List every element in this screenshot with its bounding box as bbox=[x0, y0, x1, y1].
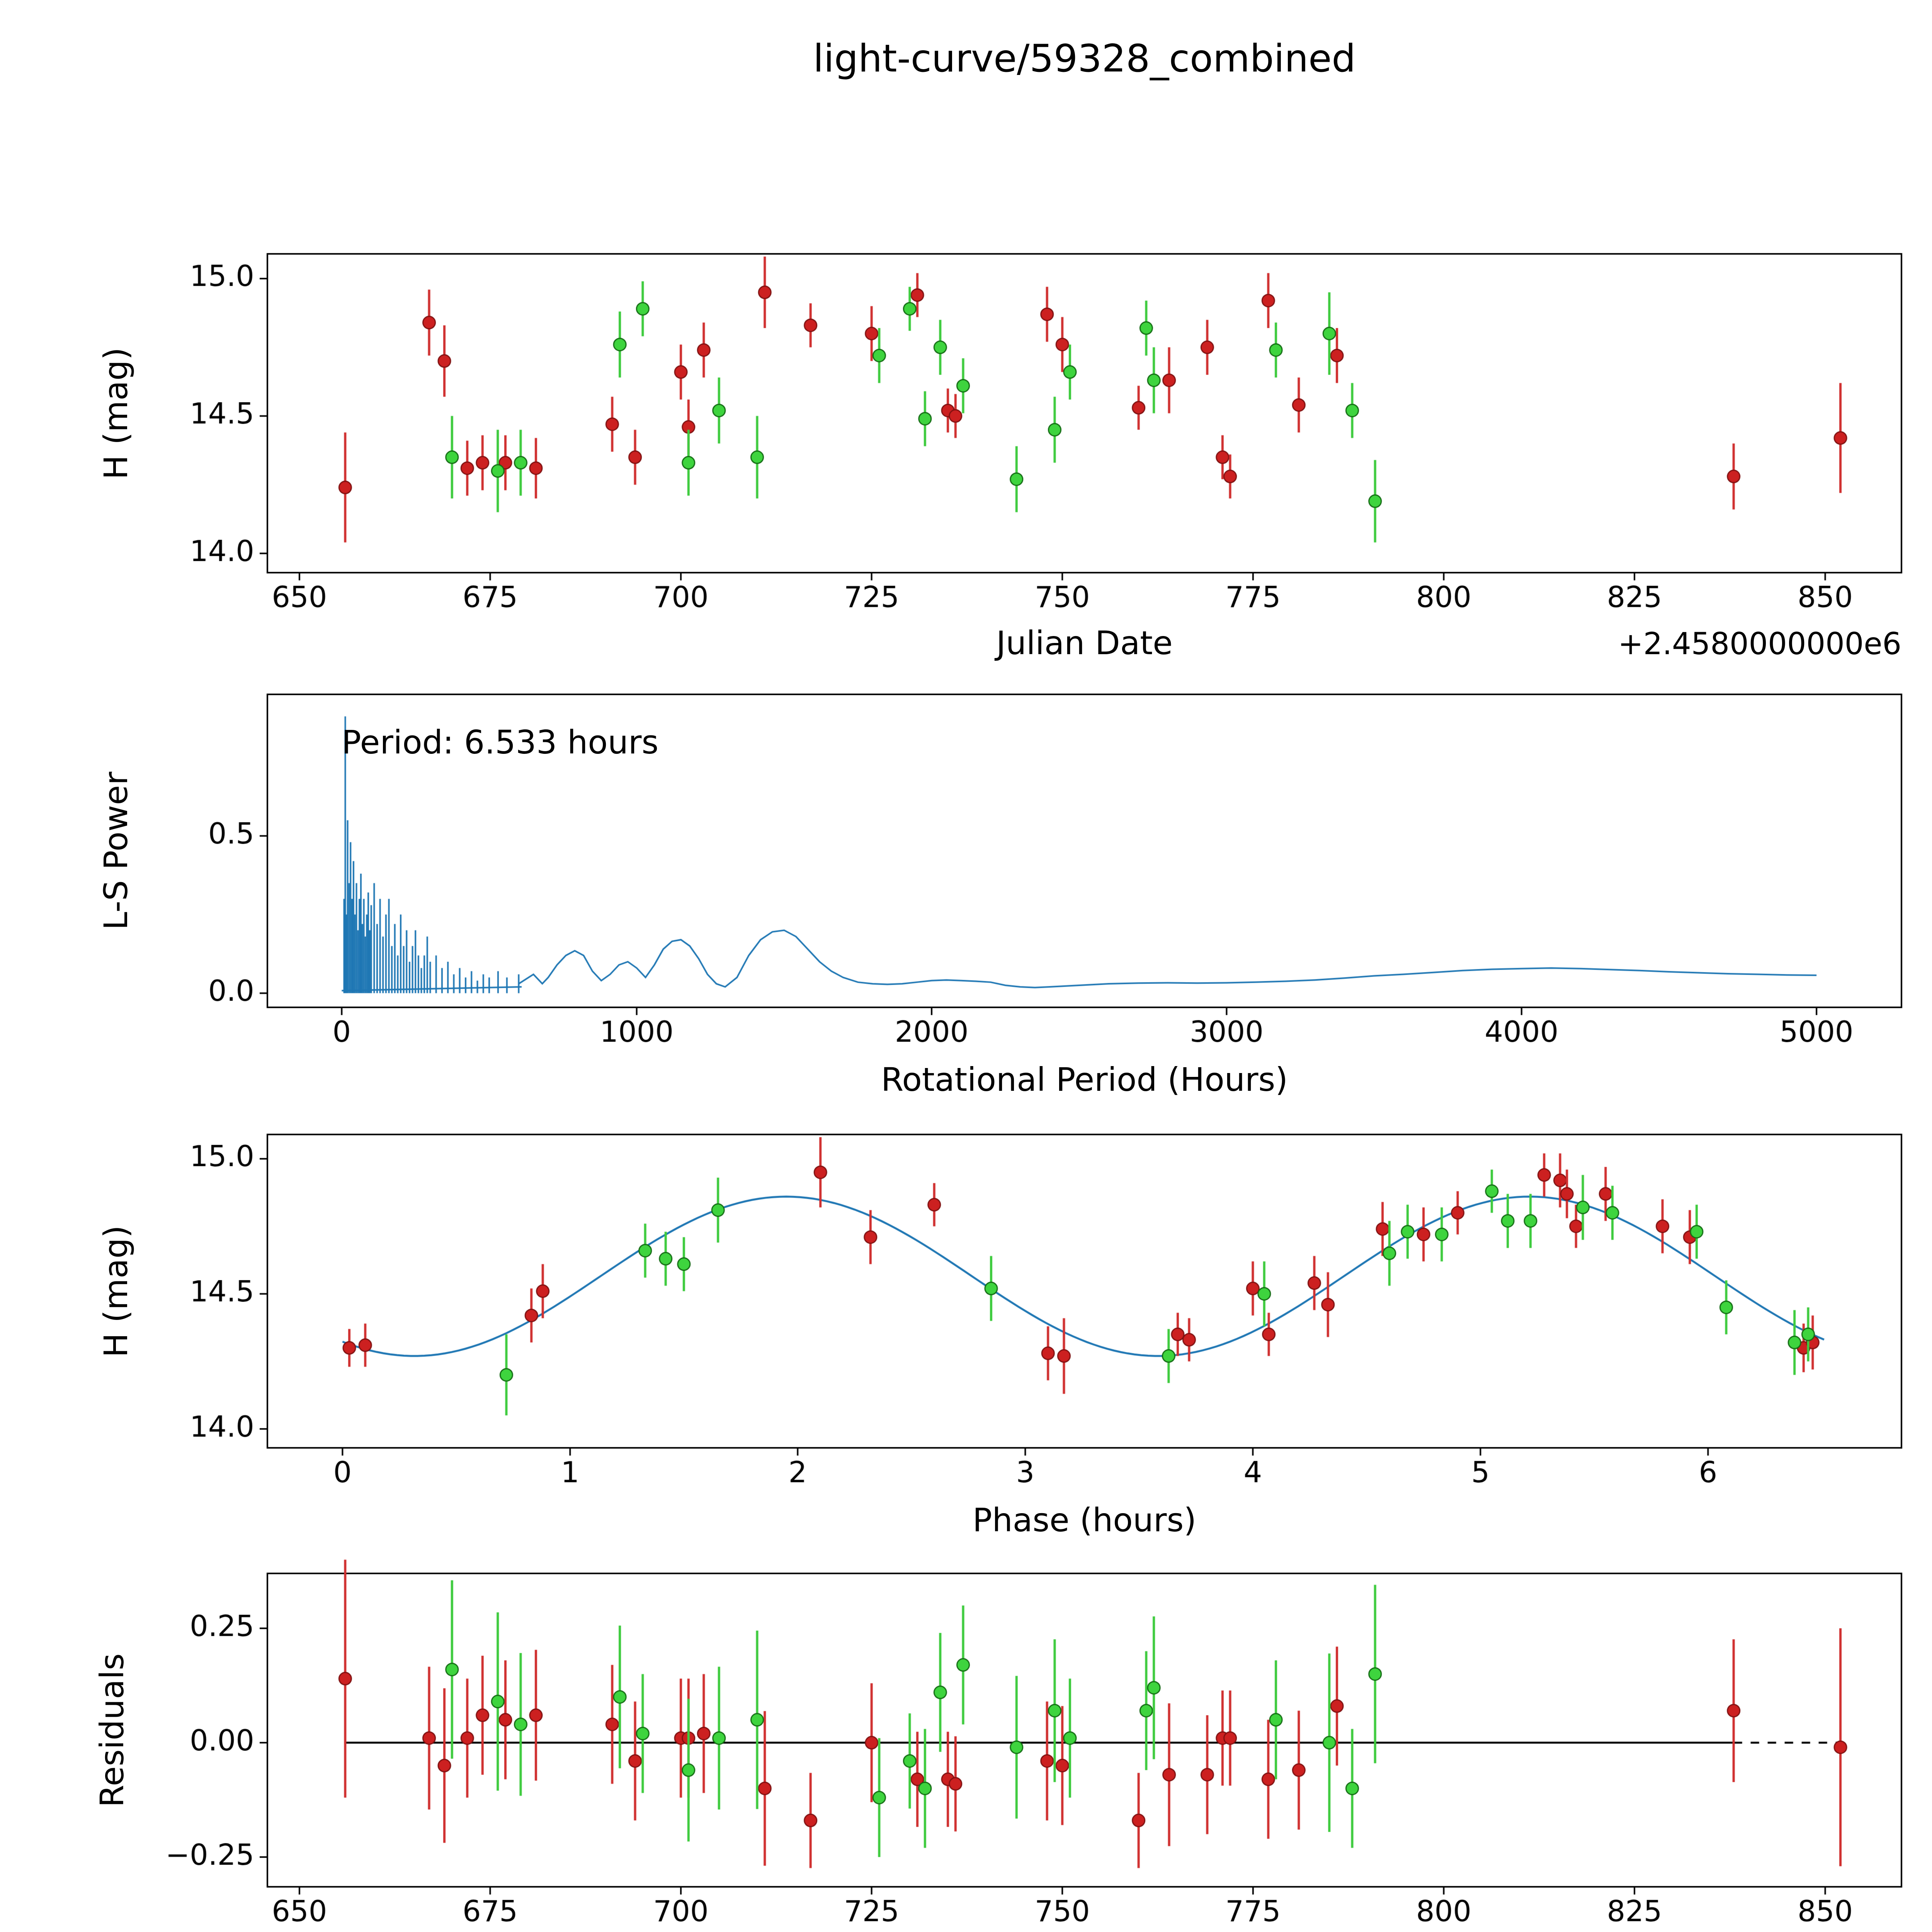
offset-text-top: +2.4580000000e6 bbox=[1618, 627, 1901, 662]
ylabel-h-mag-top: H (mag) bbox=[97, 347, 135, 480]
xlabel-rotational-period: Rotational Period (Hours) bbox=[881, 1061, 1288, 1099]
xlabel-julian-date-top: Julian Date bbox=[996, 624, 1173, 662]
period-annotation: Period: 6.533 hours bbox=[342, 723, 659, 761]
xlabel-phase-hours: Phase (hours) bbox=[972, 1501, 1197, 1539]
page-title: light-curve/59328_combined bbox=[813, 37, 1356, 81]
ylabel-h-mag-phase: H (mag) bbox=[97, 1225, 135, 1358]
ylabel-residuals: Residuals bbox=[93, 1653, 131, 1808]
ylabel-ls-power: L-S Power bbox=[97, 772, 135, 930]
